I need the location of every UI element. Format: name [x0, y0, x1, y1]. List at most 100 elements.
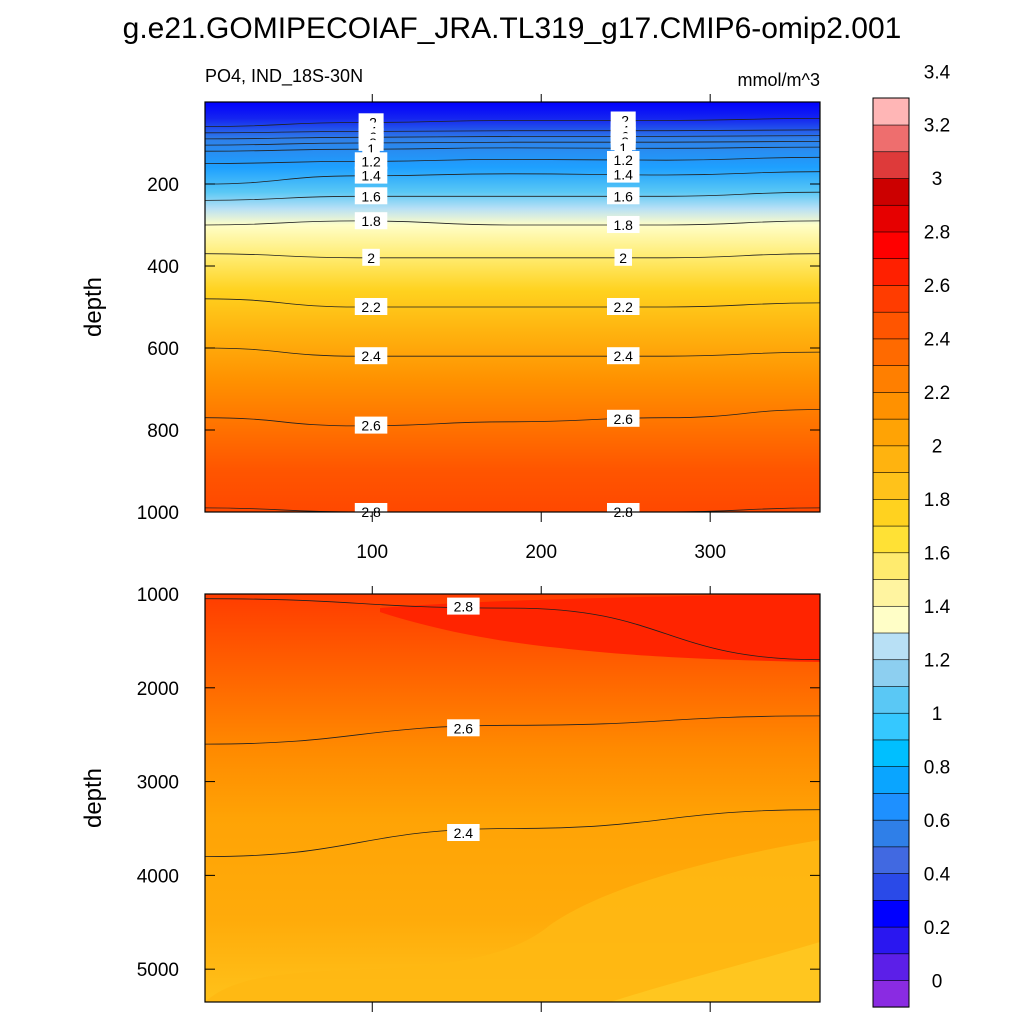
colorbar-label: 3.2: [924, 116, 950, 137]
colorbar-segment: [872, 151, 910, 179]
svg-text:1.6: 1.6: [361, 188, 381, 204]
colorbar-segment: [872, 311, 910, 340]
svg-text:2: 2: [619, 250, 627, 266]
svg-text:1.4: 1.4: [361, 168, 381, 184]
lower-panel: 2.8 2.6 2.4 1000 2000 3000 4000 5000 depth: [80, 585, 821, 1012]
colorbar-segment: [872, 873, 910, 901]
colorbar-segment: [872, 124, 910, 153]
upper-contour-label: 1.8: [607, 216, 640, 233]
colorbar-label: 2.4: [924, 330, 951, 351]
upper-y-tick-label: 400: [147, 257, 179, 278]
svg-text:2.8: 2.8: [454, 599, 474, 615]
upper-y-tick-label: 600: [147, 339, 179, 360]
svg-text:2.4: 2.4: [454, 825, 474, 841]
lower-band-max: [380, 594, 820, 662]
colorbar-frame: [872, 97, 910, 1008]
upper-contour-line: [204, 129, 821, 134]
lower-contour-line: [204, 598, 821, 661]
colorbar-segment: [872, 846, 910, 874]
colorbar-segment: [872, 953, 910, 981]
colorbar-segment: [872, 338, 910, 366]
lower-band-deep: [205, 840, 820, 1002]
colorbar-label: 1: [932, 704, 943, 725]
upper-x-tick-label: 300: [694, 542, 726, 563]
figure-title: g.e21.GOMIPECOIAF_JRA.TL319_g17.CMIP6-om…: [123, 12, 902, 45]
colorbar-segment: [872, 792, 910, 821]
lower-axes: 1000 2000 3000 4000 5000: [137, 585, 820, 1012]
upper-contour-label: 2.2: [354, 298, 388, 315]
svg-text:2.4: 2.4: [361, 348, 381, 364]
lower-y-tick-label: 4000: [137, 866, 179, 887]
variable-label: PO4, IND_18S-30N: [205, 66, 363, 87]
colorbar-segment: [872, 979, 910, 1008]
colorbar-label: 1.4: [924, 597, 951, 618]
colorbar-segment: [872, 819, 910, 848]
colorbar-segment: [872, 418, 910, 447]
svg-text:2.2: 2.2: [613, 299, 633, 315]
colorbar-segment: [872, 552, 910, 580]
colorbar-segment: [872, 766, 910, 794]
lower-y-tick-label: 1000: [137, 585, 179, 606]
lower-contour-label: 2.4: [447, 824, 480, 841]
colorbar-label: 2: [932, 437, 943, 458]
upper-contour-line: [204, 409, 821, 427]
svg-text:2.2: 2.2: [361, 299, 381, 315]
lower-contour-line: [204, 809, 821, 857]
colorbar-segment: [872, 498, 910, 527]
colorbar-label: 0: [932, 971, 943, 992]
lower-band-bottom: [610, 942, 820, 1002]
colorbar-label: 0.8: [924, 757, 950, 778]
svg-text:1: 1: [367, 141, 375, 157]
svg-text:1.2: 1.2: [361, 153, 381, 169]
upper-contour-label: 2.2: [607, 298, 640, 315]
colorbar-segment: [872, 445, 910, 473]
colorbar-label: 0.2: [924, 918, 950, 939]
upper-contour-label: 2.4: [607, 347, 640, 365]
colorbar-segment: [872, 926, 910, 955]
upper-contour-line: [204, 141, 821, 146]
upper-contour-label: 1.2: [607, 151, 640, 168]
upper-contour-line: [204, 135, 821, 140]
colorbar-segment: [872, 471, 910, 500]
lower-y-tick-label: 3000: [137, 773, 179, 794]
upper-contour-label: 1.6: [607, 187, 640, 205]
upper-y-tick-label: 200: [147, 175, 179, 196]
upper-contour-label: 1.4: [354, 166, 388, 184]
colorbar-segment: [872, 739, 910, 767]
upper-contour-label: 1.2: [354, 152, 388, 170]
colorbar-segment: [872, 97, 910, 126]
colorbar-segment: [872, 578, 910, 607]
upper-contour-label: 2: [362, 248, 380, 266]
lower-contour-labels: 2.8 2.6 2.4: [447, 597, 480, 841]
svg-text:1.6: 1.6: [613, 188, 633, 204]
colorbar-label: 2.6: [924, 276, 950, 297]
upper-contour-label: 2.4: [354, 347, 388, 365]
lower-contour-label: 2.8: [447, 597, 480, 615]
svg-text:2.6: 2.6: [454, 720, 474, 736]
colorbar-segment: [872, 685, 910, 714]
svg-text:1.2: 1.2: [613, 152, 633, 168]
colorbar-segment: [872, 284, 910, 313]
upper-contour-line: [204, 146, 821, 152]
upper-plot-frame: [204, 101, 821, 513]
upper-contour-label: 1.6: [354, 187, 388, 205]
colorbar-segment: [872, 177, 910, 206]
colorbar-segment: [872, 632, 910, 661]
upper-y-tick-label: 800: [147, 421, 179, 442]
colorbar-label: 1.6: [924, 544, 950, 565]
colorbar-label: 2.2: [924, 383, 950, 404]
lower-y-tick-label: 5000: [137, 960, 179, 981]
upper-contour-line: [204, 156, 821, 164]
lower-y-axis-label: depth: [80, 768, 107, 828]
svg-text:1: 1: [619, 140, 627, 156]
svg-text:2.4: 2.4: [613, 348, 633, 364]
lower-plot-frame: [204, 593, 821, 1003]
svg-text:.2: .2: [617, 113, 629, 129]
colorbar-label: 2.8: [924, 223, 950, 244]
colorbar-segment: [872, 899, 910, 928]
svg-text:1.8: 1.8: [613, 217, 633, 233]
lower-y-tick-label: 2000: [137, 679, 179, 700]
colorbar-segment: [872, 258, 910, 286]
colorbar-segment: [872, 605, 910, 634]
